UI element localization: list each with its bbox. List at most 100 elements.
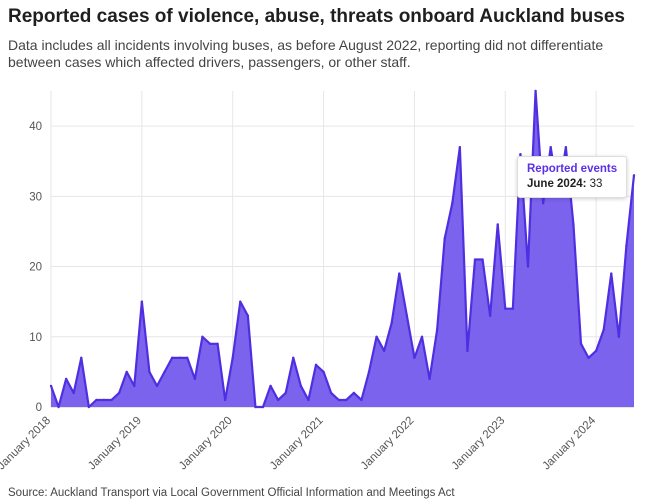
- data-point[interactable]: [163, 370, 166, 374]
- chart-subtitle: Data includes all incidents involving bu…: [8, 37, 604, 70]
- tooltip-date: June 2024:: [527, 178, 587, 190]
- tooltip-series-name: Reported events: [527, 163, 618, 175]
- x-tick-label: January 2018: [0, 415, 53, 473]
- data-point[interactable]: [594, 349, 598, 353]
- data-point[interactable]: [390, 321, 393, 324]
- data-point[interactable]: [254, 405, 257, 409]
- y-tick-label: 0: [36, 402, 42, 414]
- chart-title: Reported cases of violence, abuse, threa…: [8, 6, 625, 27]
- data-point[interactable]: [367, 370, 371, 374]
- data-point[interactable]: [413, 356, 416, 360]
- data-point[interactable]: [625, 244, 628, 247]
- data-point[interactable]: [473, 258, 477, 261]
- data-point[interactable]: [466, 349, 469, 353]
- data-point[interactable]: [246, 314, 250, 317]
- data-point[interactable]: [269, 384, 272, 388]
- data-point[interactable]: [87, 405, 91, 409]
- x-tick-label: January 2022: [359, 415, 417, 473]
- data-point[interactable]: [458, 145, 462, 149]
- data-point[interactable]: [95, 398, 98, 402]
- data-point[interactable]: [511, 307, 515, 310]
- data-point[interactable]: [587, 356, 590, 360]
- data-point[interactable]: [488, 314, 492, 317]
- data-point[interactable]: [155, 384, 159, 388]
- x-tick-label: January 2024: [540, 414, 598, 472]
- data-point[interactable]: [375, 335, 378, 338]
- data-point[interactable]: [617, 335, 621, 338]
- data-point[interactable]: [420, 335, 424, 338]
- data-point[interactable]: [322, 370, 325, 374]
- data-point[interactable]: [610, 272, 613, 275]
- data-point[interactable]: [57, 405, 60, 409]
- data-point[interactable]: [117, 391, 121, 395]
- data-point[interactable]: [102, 398, 106, 402]
- chart-source: Source: Auckland Transport via Local Gov…: [8, 487, 455, 499]
- data-point[interactable]: [352, 391, 356, 395]
- y-tick-label: 10: [29, 332, 42, 344]
- data-point[interactable]: [329, 391, 333, 395]
- data-point[interactable]: [451, 202, 454, 205]
- y-tick-label: 20: [29, 262, 42, 274]
- data-point[interactable]: [564, 145, 568, 149]
- data-point[interactable]: [193, 377, 197, 381]
- data-point[interactable]: [602, 328, 605, 331]
- x-tick-label: January 2021: [268, 415, 326, 473]
- data-point[interactable]: [72, 391, 75, 395]
- data-point[interactable]: [231, 356, 234, 360]
- data-point[interactable]: [504, 307, 507, 310]
- data-point[interactable]: [64, 377, 68, 381]
- data-point[interactable]: [398, 272, 401, 275]
- y-tick-label: 30: [29, 191, 42, 203]
- data-point[interactable]: [299, 384, 303, 388]
- data-point[interactable]: [80, 356, 83, 360]
- x-tick-label: January 2020: [177, 415, 235, 473]
- data-point[interactable]: [284, 391, 287, 395]
- data-point[interactable]: [382, 349, 386, 353]
- data-point[interactable]: [223, 398, 227, 402]
- data-point[interactable]: [140, 300, 144, 303]
- data-point[interactable]: [496, 223, 499, 226]
- data-point[interactable]: [314, 363, 318, 367]
- tooltip-value: 33: [589, 178, 603, 190]
- data-point[interactable]: [360, 398, 363, 402]
- data-point[interactable]: [345, 398, 348, 402]
- data-point[interactable]: [125, 370, 128, 374]
- chart-tooltip: Reported events June 2024: 33: [517, 156, 628, 198]
- data-point[interactable]: [239, 300, 242, 303]
- data-point[interactable]: [261, 405, 265, 409]
- data-point[interactable]: [526, 265, 530, 268]
- data-point[interactable]: [170, 356, 174, 360]
- data-point[interactable]: [534, 89, 537, 93]
- series-area-fill: [51, 91, 634, 407]
- x-tick-label: January 2023: [450, 415, 508, 473]
- data-point[interactable]: [549, 145, 552, 149]
- data-point[interactable]: [292, 356, 295, 360]
- data-point[interactable]: [443, 237, 446, 240]
- series-line: [49, 89, 636, 409]
- data-point[interactable]: [519, 153, 522, 156]
- data-point[interactable]: [148, 370, 151, 374]
- data-point[interactable]: [216, 342, 219, 345]
- data-point[interactable]: [541, 202, 545, 205]
- data-area: [49, 89, 636, 409]
- data-point[interactable]: [572, 223, 575, 226]
- data-point[interactable]: [435, 328, 439, 331]
- data-point[interactable]: [307, 398, 310, 402]
- data-point[interactable]: [49, 384, 53, 388]
- data-point[interactable]: [481, 258, 484, 261]
- data-point[interactable]: [579, 342, 583, 345]
- data-point[interactable]: [428, 377, 431, 381]
- data-point[interactable]: [186, 356, 189, 360]
- x-tick-label: January 2019: [86, 415, 144, 473]
- data-point[interactable]: [178, 356, 181, 360]
- data-point[interactable]: [201, 335, 204, 338]
- data-point[interactable]: [632, 174, 636, 177]
- data-point[interactable]: [133, 384, 136, 388]
- data-point[interactable]: [337, 398, 340, 402]
- x-axis: January 2018 January 2019 January 2020 Janu…: [0, 414, 599, 472]
- data-point[interactable]: [208, 342, 212, 345]
- data-point[interactable]: [276, 398, 280, 402]
- data-point[interactable]: [405, 314, 409, 317]
- data-point[interactable]: [110, 398, 113, 402]
